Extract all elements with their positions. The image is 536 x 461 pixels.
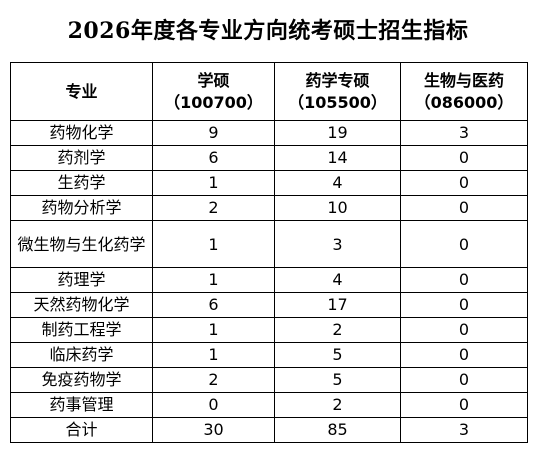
total-pharmacy: 85 bbox=[274, 417, 401, 443]
cell-academic: 1 bbox=[152, 170, 275, 196]
cell-pharmacy: 2 bbox=[274, 317, 401, 343]
header-academic: 学硕 （100700） bbox=[152, 62, 275, 121]
cell-major: 微生物与生化药学 bbox=[10, 220, 153, 268]
header-pharmacy: 药学专硕 （105500） bbox=[274, 62, 401, 121]
total-academic: 30 bbox=[152, 417, 275, 443]
page-title: 2026年度各专业方向统考硕士招生指标 bbox=[67, 18, 469, 44]
cell-biomed: 0 bbox=[400, 145, 528, 171]
cell-pharmacy: 2 bbox=[274, 392, 401, 418]
cell-biomed: 0 bbox=[400, 267, 528, 293]
cell-biomed: 0 bbox=[400, 220, 528, 268]
cell-biomed: 0 bbox=[400, 195, 528, 221]
cell-major: 临床药学 bbox=[10, 342, 153, 368]
table-row: 免疫药物学 2 5 0 bbox=[10, 367, 528, 393]
cell-major: 药事管理 bbox=[10, 392, 153, 418]
cell-academic: 1 bbox=[152, 267, 275, 293]
total-row: 合计 30 85 3 bbox=[10, 417, 528, 443]
cell-major: 天然药物化学 bbox=[10, 292, 153, 318]
header-biomed-code: （086000） bbox=[414, 92, 514, 112]
header-pharmacy-name: 药学专硕 bbox=[305, 70, 370, 90]
header-biomed: 生物与医药 （086000） bbox=[400, 62, 528, 121]
cell-major: 药理学 bbox=[10, 267, 153, 293]
table-row: 药物化学 9 19 3 bbox=[10, 120, 528, 146]
cell-major: 免疫药物学 bbox=[10, 367, 153, 393]
cell-pharmacy: 10 bbox=[274, 195, 401, 221]
cell-major: 药物化学 bbox=[10, 120, 153, 146]
cell-biomed: 0 bbox=[400, 170, 528, 196]
header-academic-code: （100700） bbox=[164, 92, 263, 112]
table-row: 天然药物化学 6 17 0 bbox=[10, 292, 528, 318]
cell-major: 生药学 bbox=[10, 170, 153, 196]
table-row: 药理学 1 4 0 bbox=[10, 267, 528, 293]
cell-pharmacy: 4 bbox=[274, 267, 401, 293]
table-header-row: 专业 学硕 （100700） 药学专硕 （105500） 生物与医药 （0860… bbox=[10, 62, 528, 121]
total-label: 合计 bbox=[10, 417, 153, 443]
cell-academic: 1 bbox=[152, 317, 275, 343]
cell-biomed: 0 bbox=[400, 342, 528, 368]
cell-major: 药物分析学 bbox=[10, 195, 153, 221]
table-row: 制药工程学 1 2 0 bbox=[10, 317, 528, 343]
table-row: 药剂学 6 14 0 bbox=[10, 145, 528, 171]
cell-major: 药剂学 bbox=[10, 145, 153, 171]
cell-academic: 0 bbox=[152, 392, 275, 418]
cell-academic: 6 bbox=[152, 292, 275, 318]
quota-table: 专业 学硕 （100700） 药学专硕 （105500） 生物与医药 （0860… bbox=[10, 62, 528, 443]
cell-biomed: 0 bbox=[400, 292, 528, 318]
cell-biomed: 0 bbox=[400, 392, 528, 418]
cell-academic: 6 bbox=[152, 145, 275, 171]
cell-biomed: 0 bbox=[400, 367, 528, 393]
cell-major: 制药工程学 bbox=[10, 317, 153, 343]
cell-pharmacy: 3 bbox=[274, 220, 401, 268]
cell-academic: 9 bbox=[152, 120, 275, 146]
cell-pharmacy: 17 bbox=[274, 292, 401, 318]
cell-academic: 2 bbox=[152, 195, 275, 221]
header-pharmacy-code: （105500） bbox=[288, 92, 387, 112]
cell-biomed: 3 bbox=[400, 120, 528, 146]
cell-academic: 2 bbox=[152, 367, 275, 393]
cell-pharmacy: 5 bbox=[274, 342, 401, 368]
cell-pharmacy: 14 bbox=[274, 145, 401, 171]
header-major: 专业 bbox=[10, 62, 153, 121]
table-row: 药物分析学 2 10 0 bbox=[10, 195, 528, 221]
cell-pharmacy: 19 bbox=[274, 120, 401, 146]
header-academic-name: 学硕 bbox=[197, 70, 230, 90]
table-row: 微生物与生化药学 1 3 0 bbox=[10, 220, 528, 268]
table-row: 生药学 1 4 0 bbox=[10, 170, 528, 196]
table-row: 药事管理 0 2 0 bbox=[10, 392, 528, 418]
cell-academic: 1 bbox=[152, 220, 275, 268]
cell-biomed: 0 bbox=[400, 317, 528, 343]
header-biomed-name: 生物与医药 bbox=[423, 70, 504, 90]
cell-academic: 1 bbox=[152, 342, 275, 368]
cell-pharmacy: 4 bbox=[274, 170, 401, 196]
total-biomed: 3 bbox=[400, 417, 528, 443]
table-row: 临床药学 1 5 0 bbox=[10, 342, 528, 368]
cell-pharmacy: 5 bbox=[274, 367, 401, 393]
